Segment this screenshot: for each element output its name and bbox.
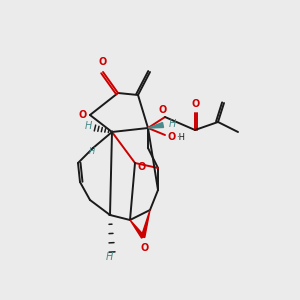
Text: O: O — [192, 99, 200, 109]
Polygon shape — [141, 210, 150, 238]
Text: O: O — [99, 57, 107, 67]
Text: O: O — [141, 243, 149, 253]
Text: H: H — [105, 252, 113, 262]
Text: O: O — [79, 110, 87, 120]
Text: H: H — [89, 148, 95, 157]
Text: O: O — [137, 162, 145, 172]
Polygon shape — [148, 122, 164, 128]
Text: H: H — [84, 121, 92, 131]
Text: H: H — [169, 119, 176, 129]
Text: ·H: ·H — [176, 133, 185, 142]
Text: O: O — [168, 132, 176, 142]
Polygon shape — [130, 220, 144, 238]
Text: O: O — [159, 105, 167, 115]
